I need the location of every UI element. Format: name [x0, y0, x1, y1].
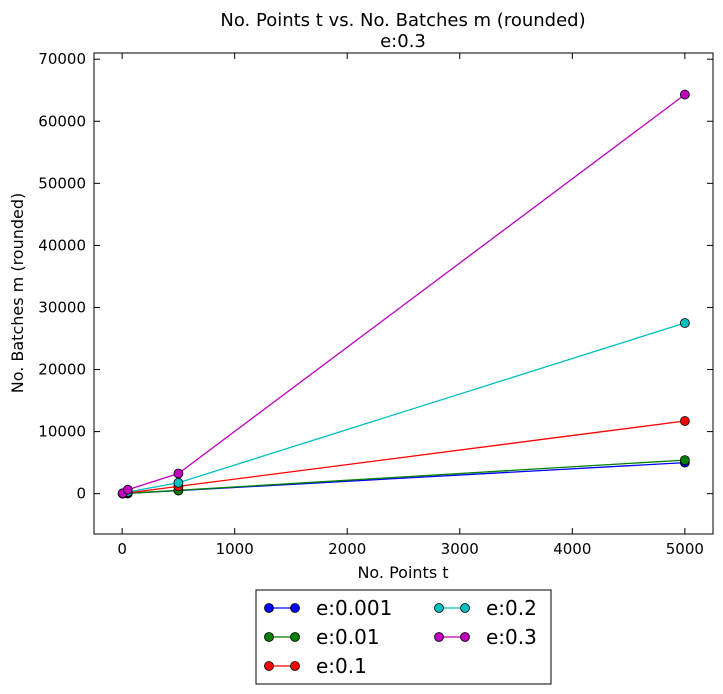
axis-ticks: 0 1000 2000 3000 4000 50000100002000030000400…	[38, 50, 713, 558]
legend-label-0: e:0.001	[316, 596, 392, 620]
data-point-4-3	[679, 89, 690, 100]
data-point-1-3	[679, 455, 690, 466]
data-point-4-1	[122, 484, 133, 495]
y-tick-label-5: 50000	[38, 174, 86, 192]
x-tick-label-4: 4000	[553, 540, 591, 558]
legend-marker-2-a	[264, 661, 274, 671]
legend-marker-1-b	[290, 632, 300, 642]
y-tick-label-4: 40000	[38, 236, 86, 254]
legend-marker-2-b	[290, 661, 300, 671]
legend-marker-4-a	[434, 632, 444, 642]
legend-marker-0-a	[264, 603, 274, 613]
data-point-3-3	[679, 318, 690, 328]
y-tick-label-2: 20000	[38, 361, 86, 379]
legend-label-2: e:0.1	[316, 654, 367, 678]
y-tick-label-1: 10000	[38, 423, 86, 441]
chart-title: No. Points t vs. No. Batches m (rounded)	[220, 10, 585, 31]
x-tick-label-2: 2000	[328, 540, 366, 558]
y-tick-label-0: 0	[76, 485, 86, 503]
x-axis-label: No. Points t	[357, 563, 448, 582]
x-tick-label-5: 5000	[666, 540, 704, 558]
data-point-4-2	[173, 468, 184, 479]
series-points	[117, 89, 690, 499]
y-tick-label-6: 60000	[38, 112, 86, 130]
legend-label-4: e:0.3	[486, 625, 537, 649]
legend-marker-3-a	[434, 603, 444, 613]
legend-marker-3-b	[460, 603, 470, 613]
x-tick-label-0: 0	[117, 540, 127, 558]
legend-label-3: e:0.2	[486, 596, 537, 620]
legend: e:0.001 e:0.01 e:0.1 e:0.2 e:0.3	[264, 596, 537, 678]
legend-marker-4-b	[460, 632, 470, 642]
chart-subtitle: e:0.3	[380, 31, 426, 52]
legend-marker-1-a	[264, 632, 274, 642]
plot-area	[93, 52, 714, 535]
x-tick-label-1: 1000	[216, 540, 254, 558]
y-tick-label-7: 70000	[38, 50, 86, 68]
legend-label-1: e:0.01	[316, 625, 380, 649]
legend-box	[255, 589, 552, 685]
data-point-2-3	[679, 416, 690, 426]
data-point-3-2	[173, 477, 184, 488]
y-tick-label-3: 30000	[38, 298, 86, 316]
x-tick-label-3: 3000	[441, 540, 479, 558]
y-axis-label: No. Batches m (rounded)	[8, 193, 27, 394]
legend-marker-0-b	[290, 603, 300, 613]
